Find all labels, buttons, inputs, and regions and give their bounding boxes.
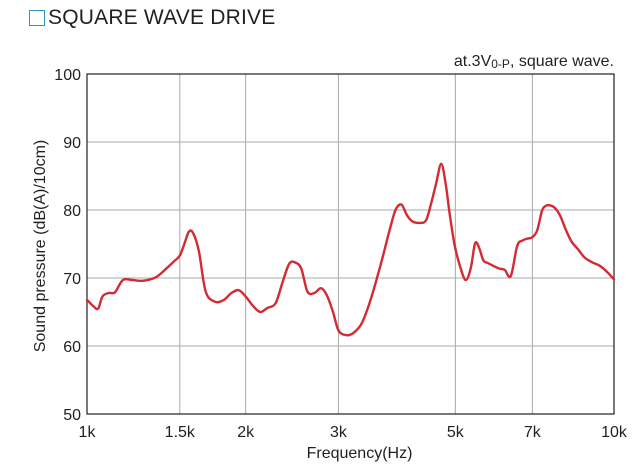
title-block: SQUARE WAVE DRIVE [29, 6, 275, 30]
x-tick-label: 1k [79, 424, 97, 441]
x-tick-label: 7k [524, 424, 542, 441]
x-tick-label: 5k [447, 424, 465, 441]
drive-condition-note: at.3V0-P, square wave. [454, 53, 614, 71]
x-tick-label: 10k [601, 424, 628, 441]
series-layer [85, 162, 616, 337]
y-tick-label: 60 [63, 339, 81, 356]
drive-condition-suffix: , square wave. [510, 53, 614, 70]
y-tick-label: 50 [63, 407, 81, 424]
chart-title: SQUARE WAVE DRIVE [48, 6, 276, 29]
series-line-0 [85, 162, 616, 337]
y-tick-label: 90 [63, 135, 81, 152]
y-axis-label: Sound pressure (dB(A)/10cm) [32, 140, 49, 353]
drive-condition-subscript: 0-P [491, 57, 510, 71]
drive-condition-prefix: at.3V [454, 53, 492, 70]
plot-frame [86, 73, 615, 415]
x-tick-label: 2k [237, 424, 255, 441]
y-tick-label: 70 [63, 271, 81, 288]
title-square-icon [29, 10, 45, 26]
x-tick-label: 1.5k [165, 424, 196, 441]
y-tick-label: 100 [54, 67, 81, 84]
y-tick-label: 80 [63, 203, 81, 220]
x-tick-label: 3k [330, 424, 348, 441]
grid-layer [87, 74, 614, 414]
x-axis-label: Frequency(Hz) [307, 445, 413, 462]
axis-layer [86, 73, 615, 415]
